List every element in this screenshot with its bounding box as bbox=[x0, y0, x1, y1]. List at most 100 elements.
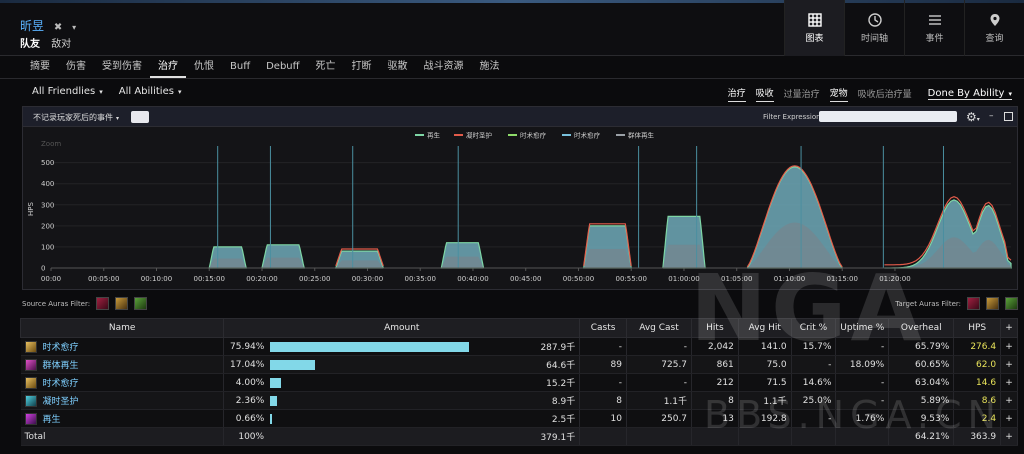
tab-summary[interactable]: 摘要 bbox=[30, 61, 50, 72]
minimize-icon[interactable]: – bbox=[989, 111, 994, 121]
mode-healing-after-absorb[interactable]: 吸收后治疗量 bbox=[857, 89, 912, 100]
x-tick-label: 00:00 bbox=[41, 275, 61, 283]
top-bar: 昕昱 ✖ ▾ 队友 敌对 图表 时间轴 事件 查询 bbox=[0, 0, 1024, 56]
avg-hit-cell: 141.0 bbox=[738, 337, 792, 356]
expand-row-button[interactable]: + bbox=[1000, 391, 1018, 410]
x-tick-label: 00:50:00 bbox=[563, 275, 594, 283]
view-tab-chart[interactable]: 图表 bbox=[784, 0, 844, 56]
mode-healing[interactable]: 治疗 bbox=[727, 86, 746, 102]
mode-pets[interactable]: 宠物 bbox=[829, 86, 848, 102]
amount-value: 287.9千 bbox=[540, 343, 576, 353]
tab-resources[interactable]: 战斗资源 bbox=[423, 61, 464, 72]
legend-label: 凝时圣护 bbox=[466, 131, 492, 140]
table-row[interactable]: 时术愈疗 75.94% 287.9千 - - 2,042 141.0 15.7% … bbox=[20, 337, 1018, 356]
col-hps[interactable]: HPS bbox=[953, 318, 1002, 338]
total-amount: 379.1千 bbox=[540, 433, 576, 443]
expand-total-button[interactable]: + bbox=[1000, 427, 1018, 446]
col-name[interactable]: Name bbox=[19, 318, 225, 338]
tab-buffs[interactable]: Buff bbox=[230, 61, 251, 72]
col-avg-hit[interactable]: Avg Hit bbox=[737, 318, 792, 338]
tab-damage-taken[interactable]: 受到伤害 bbox=[102, 61, 142, 72]
view-tab-query[interactable]: 查询 bbox=[964, 0, 1024, 56]
chevron-down-icon: ▾ bbox=[976, 116, 980, 123]
aura-gold-icon[interactable] bbox=[115, 297, 129, 310]
view-tab-events[interactable]: 事件 bbox=[904, 0, 964, 56]
expand-row-button[interactable]: + bbox=[1000, 337, 1018, 356]
group-regen-area bbox=[441, 256, 484, 268]
player-name[interactable]: 昕昱 bbox=[20, 19, 45, 33]
tab-dispels[interactable]: 驱散 bbox=[387, 61, 408, 72]
col-amount[interactable]: Amount bbox=[223, 318, 581, 338]
friendlies-dropdown[interactable]: All Friendlies ▾ bbox=[32, 86, 103, 97]
done-by-dropdown[interactable]: Done By Ability ▾ bbox=[927, 88, 1012, 100]
player-selector[interactable]: 昕昱 ✖ ▾ bbox=[20, 17, 76, 34]
tab-enemy[interactable]: 敌对 bbox=[51, 39, 72, 50]
aura-green-icon[interactable] bbox=[134, 297, 148, 310]
y-tick-label: 300 bbox=[41, 201, 54, 209]
col-casts[interactable]: Casts bbox=[579, 318, 627, 338]
hps-cell: 62.0 bbox=[953, 355, 1002, 374]
filter-expression-input[interactable] bbox=[819, 111, 957, 122]
legend-label: 时术愈疗 bbox=[574, 131, 601, 140]
casts-cell: 8 bbox=[579, 391, 627, 410]
aura-green-icon[interactable] bbox=[1005, 297, 1018, 310]
casts-cell: - bbox=[579, 373, 627, 392]
table-row[interactable]: 时术愈疗 4.00% 15.2千 - - 212 71.5 14.6% - 63.… bbox=[20, 373, 1018, 392]
view-tab-label: 时间轴 bbox=[860, 33, 888, 44]
total-label: Total bbox=[20, 427, 225, 446]
ability-name[interactable]: 时术愈疗 bbox=[42, 379, 79, 389]
tab-casts[interactable]: 施法 bbox=[479, 61, 500, 72]
ability-name[interactable]: 再生 bbox=[42, 415, 61, 425]
overheal-cell: 63.04% bbox=[888, 373, 955, 392]
y-tick-label: 200 bbox=[41, 222, 54, 230]
close-icon[interactable]: ✖ bbox=[53, 22, 63, 33]
dead-events-dropdown[interactable]: 不记录玩家死后的事件 ▾ bbox=[33, 112, 119, 123]
col-hits[interactable]: Hits bbox=[691, 318, 739, 338]
hps-chart[interactable]: 再生 凝时圣护 时术愈疗 时术愈疗 群体再生 Zoom 0 100 200 300 400 500 HP… bbox=[23, 128, 1017, 290]
x-tick-label: 00:40:00 bbox=[457, 275, 488, 283]
dead-events-label: 不记录玩家死后的事件 bbox=[33, 113, 113, 122]
expand-row-button[interactable]: + bbox=[1000, 373, 1018, 392]
tab-friendly[interactable]: 队友 bbox=[20, 39, 40, 50]
gear-icon[interactable]: ⚙▾ bbox=[966, 110, 980, 124]
x-tick-label: 00:10:00 bbox=[141, 275, 172, 283]
mode-overheal[interactable]: 过量治疗 bbox=[783, 89, 820, 100]
aura-gold-icon[interactable] bbox=[986, 297, 999, 310]
col-avg-cast[interactable]: Avg Cast bbox=[625, 318, 693, 338]
view-tab-timeline[interactable]: 时间轴 bbox=[844, 0, 904, 56]
tab-interrupts[interactable]: 打断 bbox=[351, 61, 372, 72]
ability-name[interactable]: 时术愈疗 bbox=[42, 343, 79, 353]
crit-cell: - bbox=[791, 355, 837, 374]
add-column-button[interactable]: + bbox=[1000, 318, 1018, 338]
amount-bar-track bbox=[270, 359, 532, 370]
col-overheal[interactable]: Overheal bbox=[888, 318, 955, 338]
chevron-down-icon[interactable]: ▾ bbox=[72, 23, 77, 32]
table-row[interactable]: 群体再生 17.04% 64.6千 89 725.7 861 75.0 - 18.… bbox=[20, 355, 1018, 374]
tab-threat[interactable]: 仇恨 bbox=[194, 61, 214, 72]
tab-healing[interactable]: 治疗 bbox=[150, 56, 186, 78]
ability-name[interactable]: 凝时圣护 bbox=[42, 397, 79, 407]
tab-damage[interactable]: 伤害 bbox=[66, 61, 86, 72]
dead-events-toggle[interactable] bbox=[131, 111, 149, 123]
amount-bar-track bbox=[270, 395, 532, 406]
maximize-icon[interactable] bbox=[1004, 112, 1013, 121]
abilities-table: Name Amount Casts Avg Cast Hits Avg Hit … bbox=[19, 318, 1018, 446]
chevron-down-icon: ▾ bbox=[1008, 90, 1012, 98]
abilities-dropdown[interactable]: All Abilities ▾ bbox=[119, 86, 182, 97]
aura-red-icon[interactable] bbox=[967, 297, 980, 310]
table-row[interactable]: 再生 0.66% 2.5千 10 250.7 13 192.8 - 1.76% 9… bbox=[20, 409, 1018, 428]
ability-name[interactable]: 群体再生 bbox=[42, 361, 79, 371]
col-crit[interactable]: Crit % bbox=[790, 318, 837, 338]
tab-debuffs[interactable]: Debuff bbox=[266, 61, 300, 72]
mode-absorb[interactable]: 吸收 bbox=[755, 86, 774, 102]
healing-mode-toggles: 治疗 吸收 过量治疗 宠物 吸收后治疗量 Done By Ability ▾ bbox=[718, 86, 1012, 102]
x-tick-label: 00:45:00 bbox=[510, 275, 541, 283]
absorb-line bbox=[746, 165, 843, 268]
expand-row-button[interactable]: + bbox=[1000, 409, 1018, 428]
expand-row-button[interactable]: + bbox=[1000, 355, 1018, 374]
amount-value: 8.9千 bbox=[551, 397, 576, 407]
col-uptime[interactable]: Uptime % bbox=[835, 318, 890, 338]
table-row[interactable]: 凝时圣护 2.36% 8.9千 8 1.1千 8 1.1千 25.0% - 5.8… bbox=[20, 391, 1018, 410]
aura-red-icon[interactable] bbox=[96, 297, 110, 310]
tab-deaths[interactable]: 死亡 bbox=[315, 61, 336, 72]
